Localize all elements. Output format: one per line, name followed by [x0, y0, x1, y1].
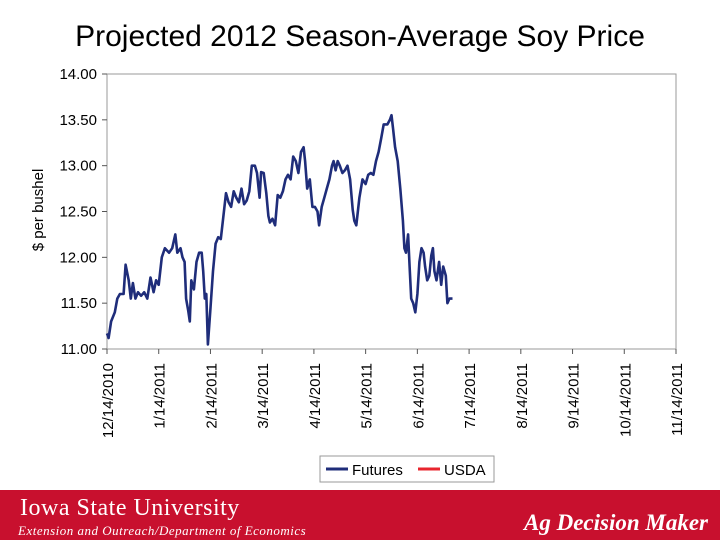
x-tick-label: 5/14/2011: [359, 363, 376, 429]
x-tick-label: 8/14/2011: [514, 363, 531, 429]
legend-label-usda: USDA: [444, 462, 486, 479]
x-tick-label: 1/14/2011: [152, 363, 169, 429]
university-wordmark: Iowa State University: [20, 495, 240, 521]
y-tick-label: 13.50: [59, 112, 97, 129]
series-layer: [105, 113, 453, 346]
x-tick-label: 4/14/2011: [307, 363, 324, 429]
x-tick-label: 6/14/2011: [410, 363, 427, 429]
legend-box: [319, 455, 495, 483]
footer-bar: [0, 490, 720, 540]
y-axis-label: $ per bushel: [30, 169, 47, 252]
y-tick-label: 14.00: [59, 66, 97, 83]
y-tick-label: 13.00: [59, 158, 97, 175]
legend: Futures USDA: [319, 455, 495, 483]
x-tick-label: 10/14/2011: [617, 363, 634, 437]
page-title: Projected 2012 Season-Average Soy Price: [75, 20, 645, 53]
x-tick-label: 9/14/2011: [566, 363, 583, 429]
y-tick-label: 11.00: [61, 341, 97, 358]
x-axis: 12/14/2010 1/14/2011 2/14/2011 3/14/2011 4/1…: [100, 349, 686, 438]
x-tick-label: 3/14/2011: [255, 363, 272, 429]
x-tick-label: 2/14/2011: [203, 363, 220, 429]
series-line-futures: [105, 113, 453, 346]
chart: 11.00 11.50 12.00 12.50 13.00 13.50 14.00 12/1…: [30, 66, 686, 483]
y-tick-label: 11.50: [61, 295, 97, 312]
x-tick-label: 11/14/2011: [669, 363, 686, 436]
y-axis: 11.00 11.50 12.00 12.50 13.00 13.50 14.00: [59, 66, 107, 358]
x-tick-label: 12/14/2010: [100, 363, 117, 438]
department-text: Extension and Outreach/Department of Eco…: [18, 523, 307, 538]
legend-label-futures: Futures: [352, 462, 403, 479]
y-tick-label: 12.50: [59, 204, 97, 221]
brand-logo: Ag Decision Maker: [524, 510, 708, 535]
x-tick-label: 7/14/2011: [462, 363, 479, 429]
y-tick-label: 12.00: [59, 249, 97, 266]
